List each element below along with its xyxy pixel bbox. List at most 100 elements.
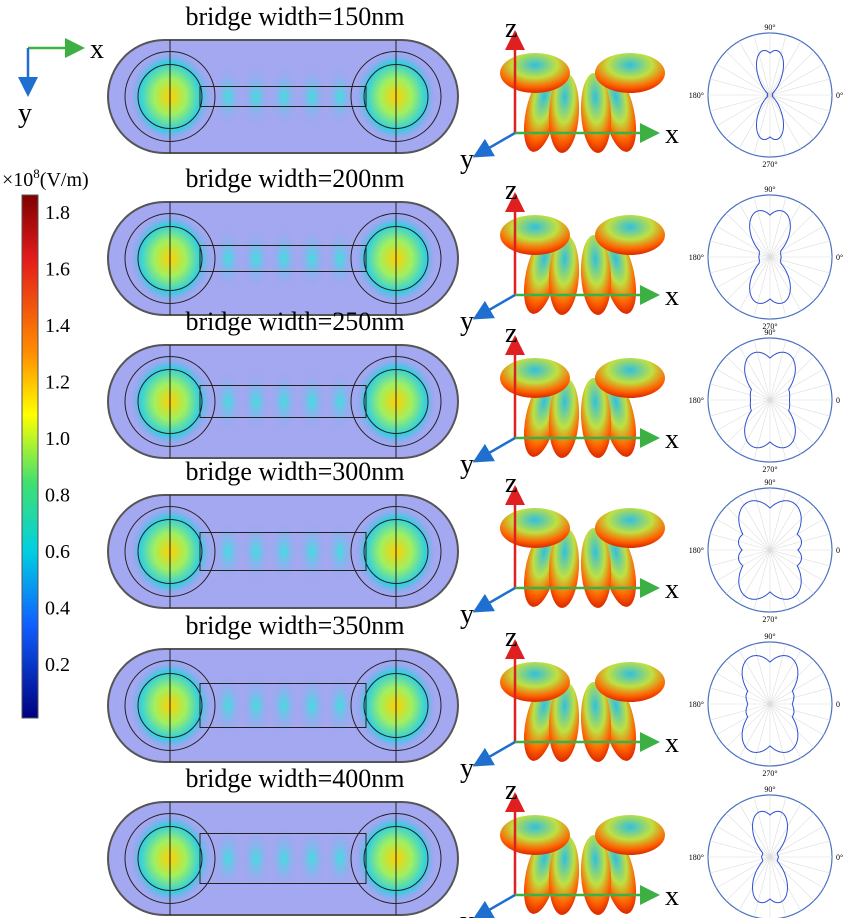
field-spot [298, 229, 326, 289]
colorbar-tick-label: 1.8 [45, 202, 70, 224]
polar-label-top: 90° [764, 478, 775, 487]
polar-plot: 90°270°180°0° [689, 785, 843, 918]
lobe [500, 508, 570, 548]
lobe [500, 815, 570, 855]
field-spot [242, 229, 270, 289]
field-spot [270, 676, 298, 736]
field-spot [214, 372, 242, 432]
field-spot [214, 522, 242, 582]
y-arrow [477, 438, 515, 460]
y-arrow [477, 295, 515, 317]
panel-title: bridge width=150nm [185, 2, 404, 31]
field-spot [270, 829, 298, 889]
field-spot [214, 676, 242, 736]
panel-row: bridge width=300nmzxy90°270°180°0 [108, 457, 840, 630]
polar-label-top: 90° [764, 23, 775, 32]
colorbar-tick-label: 0.2 [45, 654, 70, 676]
field-spot [298, 829, 326, 889]
x-label: x [665, 728, 679, 759]
x-label: x [665, 881, 679, 912]
x-label: x [665, 574, 679, 605]
figure: x y ×108(V/m) 1.81.61.41.21.00.80.60.40.… [0, 0, 844, 918]
field-spot [326, 829, 354, 889]
y-label: y [18, 98, 32, 129]
field-spot [270, 67, 298, 127]
x-label: x [665, 424, 679, 455]
radiation-3d: zxy [460, 468, 679, 630]
field-spot [242, 522, 270, 582]
polar-label-top: 90° [764, 328, 775, 337]
y-arrow [477, 133, 515, 155]
polar-label-right: 0° [836, 91, 843, 100]
y-label: y [460, 306, 474, 337]
y-arrow [477, 588, 515, 610]
field-spot [242, 829, 270, 889]
field-spot [298, 372, 326, 432]
unit-suffix: (V/m) [40, 169, 89, 191]
colorbar-tick-label: 1.6 [45, 259, 70, 281]
z-label: z [505, 622, 517, 653]
field-map [108, 40, 458, 153]
lobe [500, 662, 570, 702]
colorbar-unit: ×108(V/m) [2, 166, 89, 191]
polar-label-left: 180° [689, 396, 704, 405]
field-spot [270, 372, 298, 432]
polar-label-right: 0 [836, 396, 840, 405]
panel-row: bridge width=150nm z x y 90° 270° 180° 0° [108, 2, 843, 175]
field-spot [214, 829, 242, 889]
radiation-3d: z x y [460, 13, 679, 175]
polar-label-right: 0° [836, 853, 843, 862]
polar-label-bottom: 270° [762, 160, 777, 169]
polar-label-right: 0 [836, 700, 840, 709]
field-spot [270, 229, 298, 289]
field-spot [242, 676, 270, 736]
field-spot [298, 522, 326, 582]
z-label: z [505, 318, 517, 349]
polar-label-right: 0 [836, 546, 840, 555]
field-map [108, 649, 458, 762]
field-spot [326, 229, 354, 289]
field-map [108, 202, 458, 315]
y-label: y [460, 144, 474, 175]
x-label: x [90, 34, 104, 65]
axes-key: x y [18, 34, 104, 129]
lobe [595, 815, 665, 855]
panel-title: bridge width=400nm [185, 764, 404, 793]
y-label: y [460, 449, 474, 480]
lobe [595, 215, 665, 255]
polar-label-top: 90° [764, 632, 775, 641]
x-label: x [665, 119, 679, 150]
field-spot [242, 67, 270, 127]
lobe [500, 53, 570, 93]
z-label: z [505, 775, 517, 806]
polar-label-top: 90° [764, 785, 775, 794]
colorbar-tick-label: 0.4 [45, 598, 70, 620]
z-label: z [505, 13, 517, 44]
polar-label-right: 0° [836, 253, 843, 262]
z-label: z [505, 468, 517, 499]
panel-title: bridge width=300nm [185, 457, 404, 486]
field-spot [326, 676, 354, 736]
polar-label-left: 180° [689, 91, 704, 100]
panels: bridge width=150nm z x y 90° 270° 180° 0° bridge… [108, 2, 843, 918]
y-arrow [477, 742, 515, 764]
colorbar-tick-label: 1.4 [45, 315, 70, 337]
polar-plot: 90°270°180°0 [689, 632, 840, 778]
polar-label-left: 180° [689, 253, 704, 262]
lobe [595, 53, 665, 93]
x-label: x [665, 281, 679, 312]
polar-label-bottom: 270° [762, 465, 777, 474]
colorbar-tick-label: 0.6 [45, 541, 70, 563]
field-spot [326, 67, 354, 127]
field-spot [270, 522, 298, 582]
field-spot [214, 67, 242, 127]
colorbar-tick-label: 1.2 [45, 372, 70, 394]
polar-plot: 90° 270° 180° 0° [689, 23, 843, 169]
panel-title: bridge width=250nm [185, 307, 404, 336]
field-spot [326, 522, 354, 582]
lobe [595, 662, 665, 702]
panel-row: bridge width=250nm z x y 90° 270° 180° 0 [108, 307, 840, 480]
polar-label-left: 180° [689, 546, 704, 555]
lobe [595, 508, 665, 548]
